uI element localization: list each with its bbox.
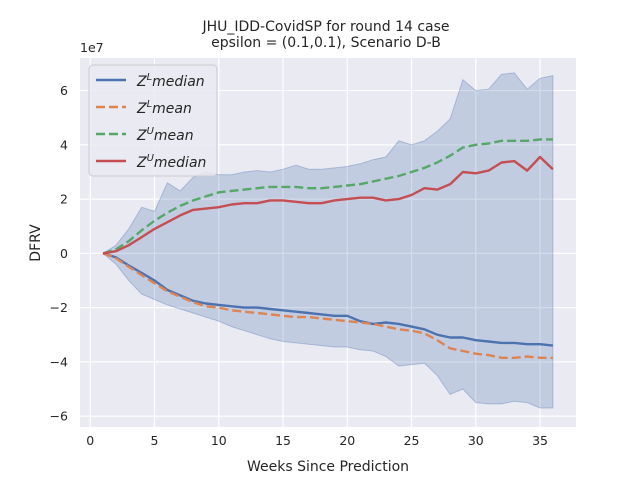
legend-entry-1: ZLmean (136, 99, 192, 117)
confidence-band-layer (102, 72, 554, 409)
legend-entry-3: ZUmedian (136, 153, 206, 171)
x-tick-label-3: 15 (275, 433, 291, 448)
legend-entry-2: ZUmean (136, 126, 194, 144)
series-line-u-mean (102, 138, 553, 255)
chart-subtitle: epsilon = (0.1,0.1), Scenario D-B (211, 35, 441, 51)
x-tick-labels: 0 5 10 15 20 25 30 35 (86, 433, 548, 448)
x-tick-label-4: 20 (339, 433, 355, 448)
y-tick-label-6: 6 (60, 83, 68, 98)
legend-entry-0: ZLmedian (136, 72, 205, 90)
series-line-l-median (102, 252, 554, 347)
confidence-band (102, 72, 554, 409)
series-layer (102, 138, 554, 359)
y-tick-label-5: 4 (60, 137, 68, 152)
y-tick-label-3: 0 (60, 246, 68, 261)
x-tick-label-1: 5 (151, 433, 159, 448)
x-axis-label: Weeks Since Prediction (247, 459, 409, 475)
legend: ZLmedian ZLmean ZUmean ZUmedian (88, 64, 218, 177)
series-line-u-median (102, 155, 554, 255)
x-tick-label-0: 0 (86, 433, 94, 448)
y-tick-label-1: −4 (50, 354, 68, 369)
y-tick-labels: −6 −4 −2 0 2 4 6 (50, 83, 68, 424)
legend-box (88, 64, 218, 177)
x-tick-label-5: 25 (404, 433, 420, 448)
x-tick-label-2: 10 (211, 433, 227, 448)
series-line-l-mean (102, 252, 553, 359)
y-tick-label-2: −2 (50, 300, 68, 315)
chart-title: JHU_IDD-CovidSP for round 14 case (201, 19, 449, 35)
grid (80, 58, 576, 427)
y-tick-label-4: 2 (60, 192, 68, 207)
y-scale-label: 1e7 (80, 40, 104, 55)
x-tick-label-7: 35 (532, 433, 548, 448)
y-tick-label-0: −6 (50, 409, 68, 424)
x-tick-label-6: 30 (468, 433, 484, 448)
y-axis-label: DFRV (28, 224, 44, 262)
